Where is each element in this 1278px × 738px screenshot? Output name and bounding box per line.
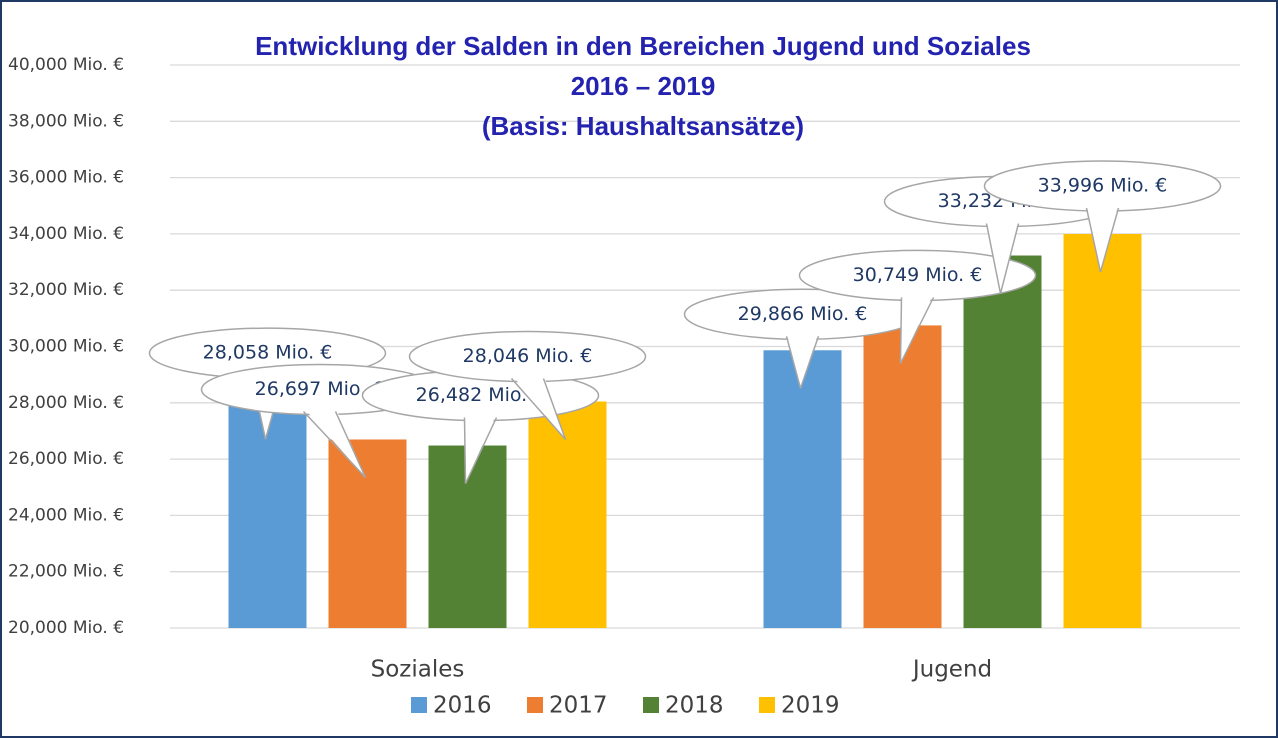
bar <box>863 325 942 628</box>
y-tick-label: 34,000 Mio. € <box>8 224 124 244</box>
data-label: 28,058 Mio. € <box>203 342 333 364</box>
y-tick-label: 20,000 Mio. € <box>8 618 124 638</box>
callout-tail-edge <box>899 297 903 364</box>
data-label: 28,046 Mio. € <box>463 345 593 367</box>
chart-title: (Basis: Haushaltsansätze) <box>482 111 804 141</box>
data-label: 33,996 Mio. € <box>1038 175 1168 197</box>
callout-tail-edge <box>899 297 935 364</box>
bar <box>963 255 1042 628</box>
y-tick-label: 38,000 Mio. € <box>8 111 124 131</box>
legend-swatch <box>527 697 543 713</box>
callout-tail <box>786 332 819 389</box>
data-label: 26,482 Mio. € <box>416 384 546 406</box>
data-callout: 30,749 Mio. € <box>798 249 1037 364</box>
bar <box>228 401 307 628</box>
y-tick-label: 30,000 Mio. € <box>8 337 124 357</box>
bar <box>1063 234 1142 628</box>
callout-tail <box>1086 204 1119 273</box>
y-tick-label: 40,000 Mio. € <box>8 55 124 75</box>
legend-swatch <box>643 697 659 713</box>
callout-tail-edge <box>785 336 802 389</box>
legend-swatch <box>759 697 775 713</box>
legend-swatch <box>411 697 427 713</box>
y-tick-label: 32,000 Mio. € <box>8 280 124 300</box>
callout-tail-edge <box>985 223 1002 294</box>
callout-tail-edge <box>464 417 498 484</box>
data-callout: 29,866 Mio. € <box>683 288 922 389</box>
callout-tail <box>464 413 497 484</box>
callout-tail-edge <box>799 336 820 389</box>
y-tick-label: 22,000 Mio. € <box>8 562 124 582</box>
data-label: 29,866 Mio. € <box>738 303 868 325</box>
callout-tail-edge <box>999 223 1020 294</box>
legend-label: 2019 <box>781 693 840 719</box>
callout-tail-edge <box>302 410 367 478</box>
chart-title: Entwicklung der Salden in den Bereichen … <box>255 31 1031 61</box>
callout-tail-edge <box>1099 207 1120 273</box>
callout-tail-edge <box>463 417 467 484</box>
legend-label: 2017 <box>549 693 608 719</box>
callout-tail-edge <box>510 378 567 441</box>
callout-tail-edge <box>542 378 567 440</box>
bar <box>763 350 842 628</box>
data-label: 30,749 Mio. € <box>853 264 983 286</box>
bar <box>528 401 607 628</box>
y-tick-label: 24,000 Mio. € <box>8 505 124 525</box>
y-tick-label: 36,000 Mio. € <box>8 168 124 188</box>
chart-title: 2016 – 2019 <box>571 71 716 101</box>
y-tick-label: 28,000 Mio. € <box>8 393 124 413</box>
y-tick-label: 26,000 Mio. € <box>8 449 124 469</box>
data-callout: 28,046 Mio. € <box>408 330 647 441</box>
data-callout: 33,996 Mio. € <box>983 160 1222 273</box>
callout-tail-edge <box>1085 207 1102 273</box>
legend-label: 2018 <box>665 693 724 719</box>
legend-label: 2016 <box>433 693 492 719</box>
data-label: 26,697 Mio. € <box>255 378 385 400</box>
x-tick-label: Soziales <box>371 657 465 683</box>
bar <box>328 439 407 628</box>
callout-tail <box>986 219 1019 294</box>
x-tick-label: Jugend <box>911 657 992 683</box>
callout-tail-edge <box>334 411 367 478</box>
